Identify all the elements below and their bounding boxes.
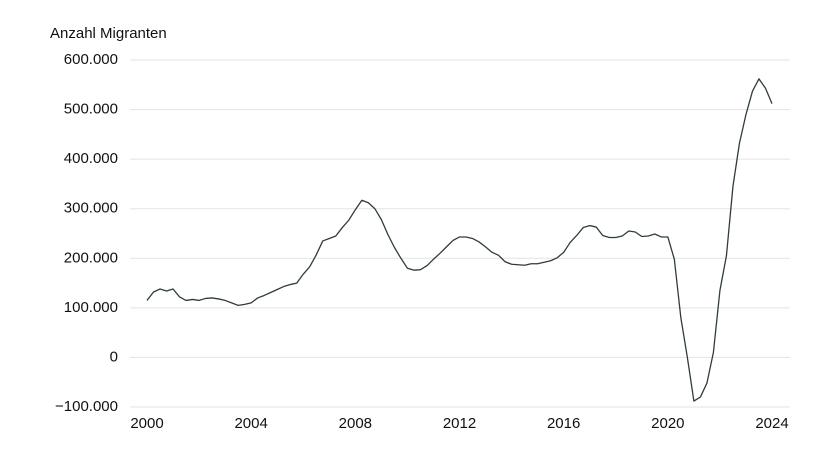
y-tick-label: 400.000: [64, 150, 118, 167]
x-tick-label: 2000: [130, 415, 163, 432]
x-tick-label: 2012: [443, 415, 476, 432]
y-tick-label: 0: [110, 348, 118, 365]
y-tick-label: 600.000: [64, 51, 118, 68]
x-tick-label: 2016: [547, 415, 580, 432]
data-line: [146, 78, 773, 402]
x-tick-label: 2004: [234, 415, 267, 432]
y-tick-label: 100.000: [64, 299, 118, 316]
y-tick-label: 500.000: [64, 101, 118, 118]
x-tick-label: 2020: [651, 415, 684, 432]
x-tick-label: 2024: [755, 415, 788, 432]
y-tick-label: 300.000: [64, 200, 118, 217]
y-axis-label: Anzahl Migranten: [50, 25, 167, 42]
y-tick-label: −100.000: [55, 398, 118, 415]
y-tick-label: 200.000: [64, 249, 118, 266]
x-tick-label: 2008: [339, 415, 372, 432]
